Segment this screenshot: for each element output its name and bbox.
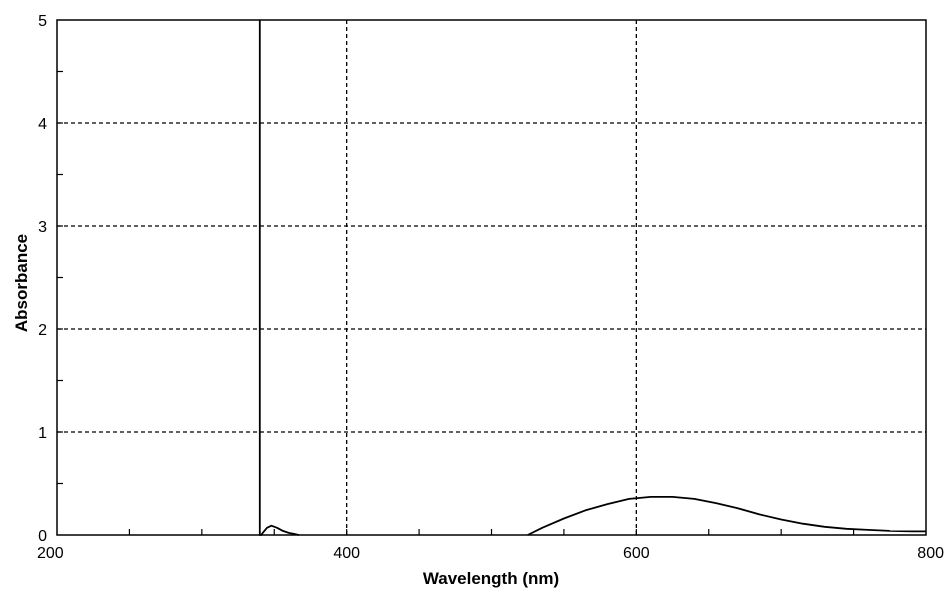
x-axis-title: Wavelength (nm)	[423, 569, 559, 588]
y-tick-label: 3	[38, 219, 47, 236]
y-tick-label: 2	[38, 322, 47, 339]
y-tick-label: 1	[38, 425, 47, 442]
y-tick-label: 0	[38, 528, 47, 545]
x-tick-label: 800	[917, 545, 944, 562]
tick-labels: 200 400 600 800 0 1 2 3 4 5	[37, 13, 944, 562]
y-tick-label: 5	[38, 13, 47, 30]
grid-lines	[57, 20, 926, 535]
plot-area	[57, 20, 926, 535]
series-line-2	[527, 496, 926, 536]
series-line-1	[258, 20, 300, 536]
x-tick-label: 600	[623, 545, 650, 562]
y-axis-title: Absorbance	[12, 234, 31, 332]
x-tick-label: 400	[333, 545, 360, 562]
x-tick-label: 200	[37, 545, 64, 562]
y-tick-label: 4	[38, 116, 47, 133]
data-series	[258, 20, 926, 536]
axis-ticks	[57, 70, 855, 535]
